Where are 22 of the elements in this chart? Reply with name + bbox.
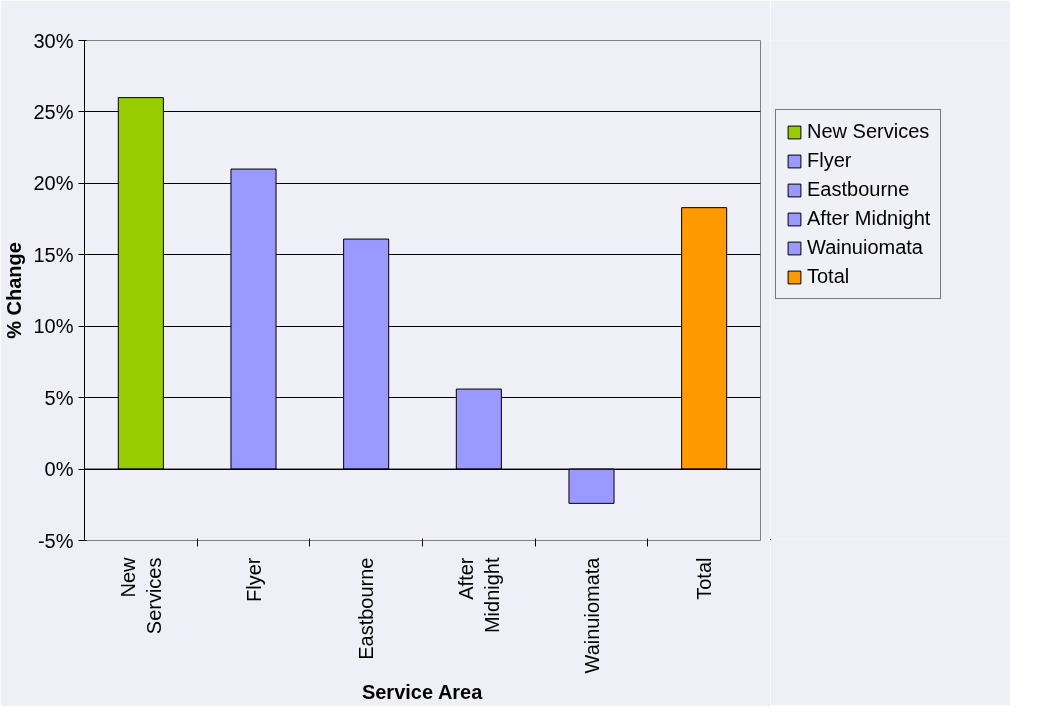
x-tick-label: Wainuiomata	[580, 556, 603, 674]
legend-label: Eastbourne	[807, 178, 910, 201]
y-tick-label: 5%	[44, 386, 74, 409]
x-tick-label: New Services	[116, 556, 166, 635]
y-tick-label: 30%	[33, 29, 74, 52]
x-tick-label: Flyer	[242, 557, 265, 602]
y-tick-label: 15%	[33, 243, 74, 266]
legend-label: New Services	[807, 120, 930, 143]
legend-label: Total	[807, 265, 850, 288]
y-axis-title: % Change	[3, 242, 26, 339]
y-tick-label: 25%	[33, 100, 74, 123]
legend-label: After Midnight	[807, 207, 931, 230]
x-tick-label: After Midnight	[454, 557, 504, 634]
y-tick-label: 20%	[33, 172, 74, 195]
y-tick-label: 0%	[44, 458, 74, 481]
x-axis-title: Service Area	[361, 681, 484, 704]
x-tick-label: Eastbourne	[355, 557, 378, 660]
y-tick-label: -5%	[37, 529, 74, 552]
x-tick-label: Total	[693, 557, 716, 600]
legend-label: Wainuiomata	[807, 236, 923, 259]
y-tick-label: 10%	[33, 315, 74, 338]
legend-label: Flyer	[807, 149, 852, 172]
